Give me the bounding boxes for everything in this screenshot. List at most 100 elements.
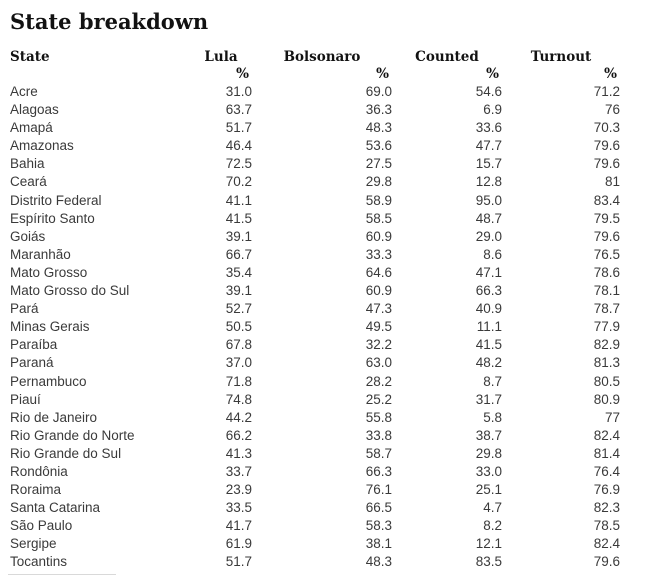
value-cell: 12.1: [475, 536, 502, 552]
value-cell: 81.3: [593, 355, 620, 371]
state-name: Minas Gerais: [10, 319, 90, 335]
value-cell: 31.0: [225, 84, 252, 99]
value-cell: 25.2: [365, 391, 392, 407]
value-cell: 23.9: [225, 482, 252, 498]
value-cell: 71.8: [225, 373, 252, 389]
value-cell: 48.3: [365, 120, 392, 136]
value-cell: 54.6: [475, 84, 502, 99]
value-cell: 60.9: [365, 228, 392, 244]
value-cell: 58.7: [365, 445, 392, 461]
state-name: Roraima: [10, 482, 62, 498]
page-title: State breakdown: [10, 9, 209, 34]
value-cell: 58.3: [365, 518, 392, 534]
table-row: Pernambuco 71.8 28.2 8.7 80.5: [10, 373, 657, 391]
value-cell: 38.1: [365, 536, 392, 552]
table-row: Acre 31.0 69.0 54.6 71.2: [10, 83, 657, 101]
column-header-counted: Counted: [415, 49, 479, 65]
value-cell: 44.2: [225, 409, 252, 425]
value-cell: 33.7: [225, 463, 252, 479]
column-header-turnout: Turnout: [530, 49, 592, 65]
value-cell: 81.4: [593, 445, 620, 461]
value-cell: 80.9: [593, 391, 620, 407]
value-cell: 41.1: [225, 192, 252, 208]
value-cell: 36.3: [365, 102, 392, 118]
value-cell: 79.6: [593, 156, 620, 172]
value-cell: 66.3: [365, 463, 392, 479]
state-name: Santa Catarina: [10, 500, 101, 516]
table-row: Paraná 37.0 63.0 48.2 81.3: [10, 354, 657, 372]
value-cell: 49.5: [365, 319, 392, 335]
value-cell: 82.4: [593, 427, 620, 443]
value-cell: 77: [604, 409, 620, 425]
table-row: Santa Catarina 33.5 66.5 4.7 82.3: [10, 499, 657, 517]
value-cell: 70.2: [225, 174, 252, 190]
table-row: Mato Grosso do Sul 39.1 60.9 66.3 78.1: [10, 282, 657, 300]
table-row: Piauí 74.8 25.2 31.7 80.9: [10, 391, 657, 409]
unit-label-counted: %: [486, 66, 499, 82]
value-cell: 48.3: [365, 554, 392, 570]
value-cell: 29.0: [475, 228, 502, 244]
column-header-lula: Lula: [204, 49, 238, 65]
table-row: Sergipe 61.9 38.1 12.1 82.4: [10, 535, 657, 553]
value-cell: 28.2: [365, 373, 392, 389]
value-cell: 58.5: [365, 210, 392, 226]
table-row: Rondônia 33.7 66.3 33.0 76.4: [10, 463, 657, 481]
value-cell: 12.8: [475, 174, 502, 190]
value-cell: 38.7: [475, 427, 502, 443]
table-row: Espírito Santo 41.5 58.5 48.7 79.5: [10, 210, 657, 228]
value-cell: 76.9: [593, 482, 620, 498]
value-cell: 8.7: [483, 373, 502, 389]
value-cell: 32.2: [365, 337, 392, 353]
table-row: Ceará 70.2 29.8 12.8 81: [10, 173, 657, 191]
value-cell: 63.0: [365, 355, 392, 371]
value-cell: 27.5: [365, 156, 392, 172]
value-cell: 76.4: [593, 463, 620, 479]
value-cell: 70.3: [593, 120, 620, 136]
value-cell: 72.5: [225, 156, 252, 172]
value-cell: 61.9: [225, 536, 252, 552]
state-name: São Paulo: [10, 518, 73, 534]
value-cell: 40.9: [475, 301, 502, 317]
results-table: State Lula Bolsonaro Counted Turnout % %…: [10, 49, 657, 572]
value-cell: 77.9: [593, 319, 620, 335]
value-cell: 29.8: [475, 445, 502, 461]
state-name: Amapá: [10, 120, 53, 136]
value-cell: 41.5: [475, 337, 502, 353]
state-name: Mato Grosso: [10, 264, 88, 280]
state-name: Rio de Janeiro: [10, 409, 98, 425]
value-cell: 76.1: [365, 482, 392, 498]
value-cell: 58.9: [365, 192, 392, 208]
state-name: Paraná: [10, 355, 54, 371]
value-cell: 79.6: [593, 228, 620, 244]
value-cell: 83.5: [475, 554, 502, 570]
value-cell: 41.7: [225, 518, 252, 534]
table-units-row: % % % %: [10, 66, 657, 83]
value-cell: 78.6: [593, 264, 620, 280]
value-cell: 33.8: [365, 427, 392, 443]
value-cell: 64.6: [365, 264, 392, 280]
value-cell: 63.7: [225, 102, 252, 118]
value-cell: 48.7: [475, 210, 502, 226]
state-name: Pará: [10, 301, 39, 317]
value-cell: 78.7: [593, 301, 620, 317]
value-cell: 8.2: [483, 518, 502, 534]
value-cell: 47.7: [475, 138, 502, 154]
value-cell: 60.9: [365, 283, 392, 299]
state-name: Maranhão: [10, 246, 71, 262]
state-name: Distrito Federal: [10, 192, 102, 208]
value-cell: 15.7: [475, 156, 502, 172]
state-name: Paraíba: [10, 337, 58, 353]
table-row: Amapá 51.7 48.3 33.6 70.3: [10, 119, 657, 137]
value-cell: 52.7: [225, 301, 252, 317]
value-cell: 51.7: [225, 120, 252, 136]
value-cell: 39.1: [225, 283, 252, 299]
table-header-row: State Lula Bolsonaro Counted Turnout: [10, 49, 657, 66]
value-cell: 33.6: [475, 120, 502, 136]
value-cell: 95.0: [475, 192, 502, 208]
table-row: Rio Grande do Norte 66.2 33.8 38.7 82.4: [10, 427, 657, 445]
table-row: Pará 52.7 47.3 40.9 78.7: [10, 300, 657, 318]
state-name: Rio Grande do Norte: [10, 427, 135, 443]
table-row: Rio de Janeiro 44.2 55.8 5.8 77: [10, 409, 657, 427]
value-cell: 82.3: [593, 500, 620, 516]
